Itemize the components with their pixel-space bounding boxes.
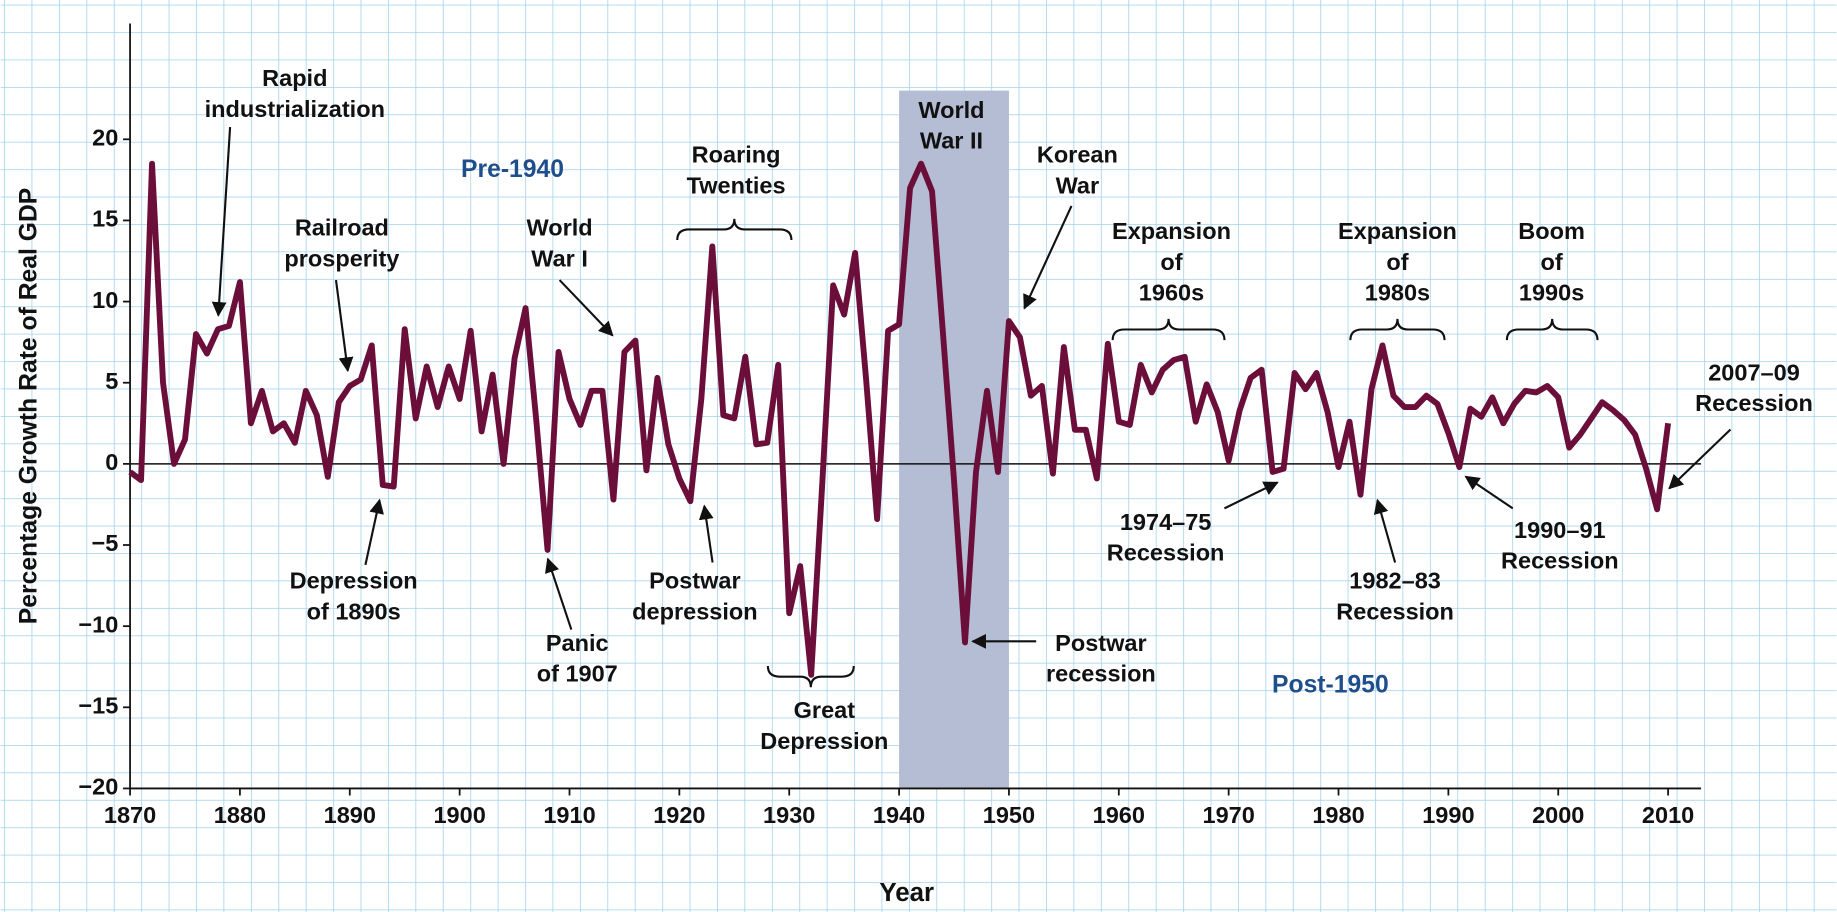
annotation: Roaring [692,142,781,168]
annotation: 1974–75 [1120,509,1212,535]
x-tick-label: 1890 [324,802,376,828]
annotation: World [918,97,984,123]
x-tick-label: 1910 [543,802,595,828]
annotation-arrow [1223,481,1279,510]
x-tick-label: 1880 [214,802,266,828]
annotation: Depression [290,568,418,594]
annotation: Panic [546,630,609,656]
annotation: Recession [1107,539,1225,565]
annotation-arrow [1464,475,1514,510]
annotation: Recession [1336,598,1454,624]
annotation: of 1907 [537,661,618,687]
annotation: 1990s [1519,279,1584,305]
annotation: of [1386,249,1408,275]
annotation-arrow [698,504,714,563]
annotation-arrow [211,127,232,317]
annotation: Boom [1518,218,1585,244]
annotation: Postwar [1055,630,1146,656]
annotation: Expansion [1112,218,1231,244]
annotation: 1990–91 [1514,517,1606,543]
annotation: Expansion [1338,218,1457,244]
y-tick-label: −20 [78,774,118,800]
x-tick-label: 2010 [1642,802,1694,828]
annotation: 1980s [1365,279,1430,305]
x-tick-label: 1990 [1422,802,1474,828]
annotation: Korean [1037,142,1118,168]
annotation: War I [531,245,588,271]
y-axis-label: Percentage Growth Rate of Real GDP [16,188,43,625]
annotation: Rapid [262,65,327,91]
annotation: War II [920,128,983,154]
annotation: Recession [1695,390,1813,416]
y-tick-label: 5 [105,368,118,394]
annotation-brace [1111,318,1226,341]
annotation: 1982–83 [1349,568,1441,594]
period-label: Post-1950 [1272,672,1389,699]
x-tick-label: 1950 [983,802,1035,828]
x-tick-label: 1930 [763,802,815,828]
annotation: recession [1046,661,1156,687]
annotation-brace [766,665,855,688]
y-tick-label: −15 [78,693,118,719]
y-tick-label: 10 [92,287,118,313]
annotation: War [1056,172,1100,198]
y-tick-label: −10 [78,611,118,637]
x-tick-label: 1960 [1093,802,1145,828]
x-tick-label: 1900 [433,802,485,828]
annotation-arrow [364,498,384,566]
annotation: industrialization [205,96,385,122]
annotation: Depression [760,728,888,754]
annotation-brace [1349,318,1446,341]
annotation: of [1160,249,1182,275]
annotation: World [526,215,592,241]
annotation-arrow [1373,498,1397,563]
annotation: Twenties [687,172,786,198]
annotation-brace [1505,318,1599,341]
annotation-arrow [558,279,614,337]
y-tick-label: 15 [92,206,118,232]
y-tick-label: 20 [92,125,118,151]
y-tick-label: −5 [91,530,118,556]
annotation-brace [676,218,793,241]
x-tick-label: 1970 [1202,802,1254,828]
y-tick-label: 0 [105,449,118,475]
annotation: depression [632,598,757,624]
x-tick-label: 1920 [653,802,705,828]
annotation: Recession [1501,548,1619,574]
annotation: prosperity [284,245,399,271]
annotation: 2007–09 [1708,359,1800,385]
annotation: 1960s [1139,279,1204,305]
annotation-arrow [334,279,354,373]
annotation: Great [794,697,856,723]
annotation-arrow [1668,428,1732,490]
x-tick-label: 1940 [873,802,925,828]
annotation-arrow [545,557,573,630]
annotation-arrow [1023,205,1073,310]
annotation: Postwar [649,568,740,594]
data-line [128,160,1672,678]
x-tick-label: 2000 [1532,802,1584,828]
x-tick-label: 1870 [104,802,156,828]
annotation: of 1890s [307,598,401,624]
x-tick-label: 1980 [1312,802,1364,828]
period-label: Pre-1940 [461,156,564,183]
annotation: of [1541,249,1563,275]
x-axis-label: Year [879,879,934,907]
annotation: Railroad [295,215,389,241]
